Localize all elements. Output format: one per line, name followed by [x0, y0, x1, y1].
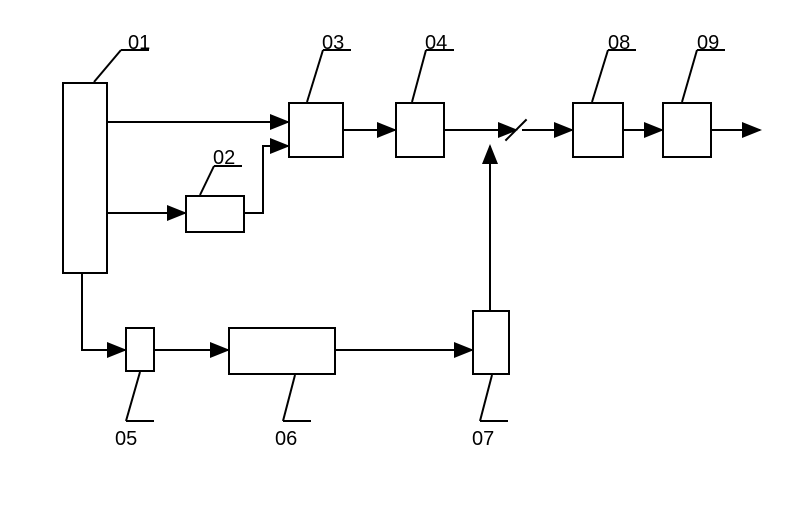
label-n07: 07: [472, 428, 494, 451]
label-n03: 03: [322, 32, 344, 55]
node-n09: [662, 102, 712, 158]
label-n08: 08: [608, 32, 630, 55]
label-n01: 01: [128, 32, 150, 55]
edge-n01-n05: [82, 274, 125, 350]
leader-line-n05: [126, 372, 140, 421]
label-n05: 05: [115, 428, 137, 451]
leader-line-n01: [94, 50, 121, 82]
leader-line-n04: [412, 50, 426, 102]
leader-line-n08: [592, 50, 608, 102]
leader-line-n02: [200, 166, 214, 195]
node-n01: [62, 82, 108, 274]
label-n09: 09: [697, 32, 719, 55]
node-n03: [288, 102, 344, 158]
label-n04: 04: [425, 32, 447, 55]
node-n05: [125, 327, 155, 372]
node-n07: [472, 310, 510, 375]
leader-line-n07: [480, 375, 492, 421]
node-n02: [185, 195, 245, 233]
leader-line-n06: [283, 375, 295, 421]
leader-line-n09: [682, 50, 697, 102]
node-n08: [572, 102, 624, 158]
splitter-line: [505, 119, 526, 140]
node-n06: [228, 327, 336, 375]
leader-line-n03: [307, 50, 323, 102]
edge-n02-n03: [245, 146, 288, 213]
label-n06: 06: [275, 428, 297, 451]
label-n02: 02: [213, 147, 235, 170]
node-n04: [395, 102, 445, 158]
